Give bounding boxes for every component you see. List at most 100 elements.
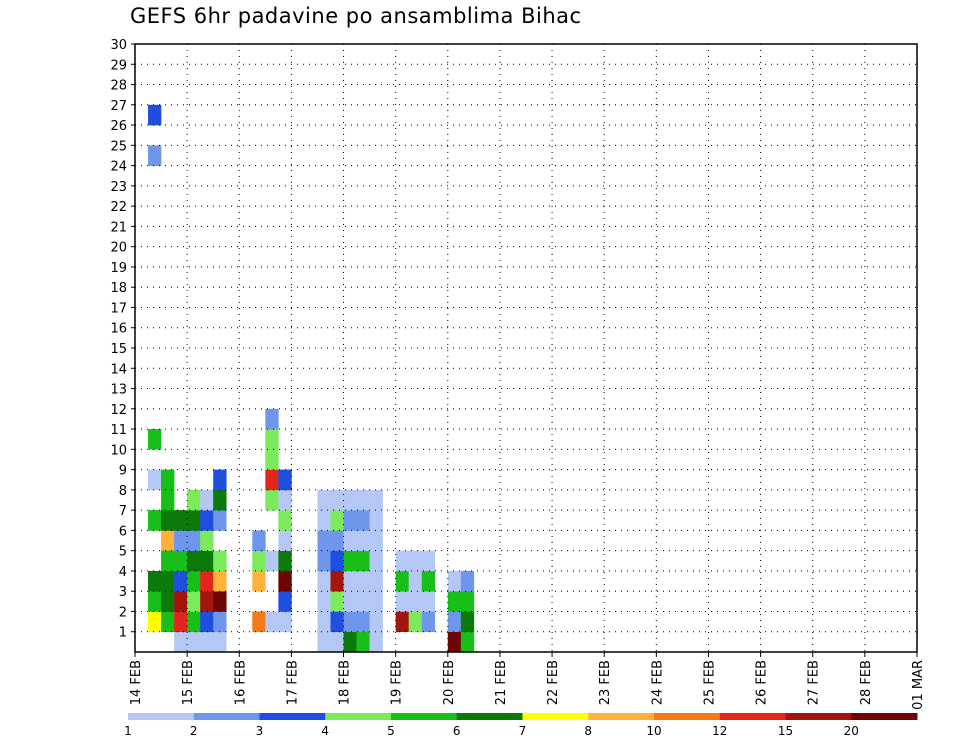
x-tick-label: 23 FEB	[598, 660, 613, 705]
heatmap-cell	[252, 550, 266, 572]
heatmap-cell	[187, 510, 201, 531]
legend-swatch	[851, 713, 918, 720]
heatmap-cell	[174, 631, 188, 653]
color-legend: 1 2 3 4 5 6 7 8 10 12 15 20	[124, 713, 918, 738]
heatmap-cell	[356, 530, 370, 551]
y-tick-label: 15	[110, 342, 127, 357]
heatmap-cell	[161, 611, 175, 633]
heatmap-cell	[330, 611, 344, 633]
heatmap-cell	[265, 429, 279, 450]
heatmap-cell	[343, 591, 357, 612]
heatmap-cell	[369, 530, 383, 551]
heatmap-cell	[265, 408, 279, 430]
heatmap-cell	[343, 510, 357, 531]
legend-label: 8	[584, 724, 592, 738]
heatmap-cell	[408, 570, 423, 592]
heatmap-cell	[252, 611, 266, 633]
heatmap-cell	[343, 611, 357, 633]
legend-swatch	[456, 713, 523, 720]
y-tick-label: 20	[110, 241, 127, 256]
heatmap-cell	[421, 570, 436, 592]
heatmap-cell	[278, 550, 292, 572]
heatmap-cell	[200, 510, 214, 531]
legend-label: 5	[387, 724, 395, 738]
heatmap-cell	[317, 591, 331, 612]
legend-swatch	[259, 713, 326, 720]
heatmap-cell	[174, 550, 188, 572]
heatmap-cell	[317, 510, 331, 531]
heatmap-cell	[330, 510, 344, 531]
heatmap-cell	[421, 611, 436, 633]
x-tick-label: 01 MAR	[911, 660, 926, 710]
y-tick-label: 30	[110, 38, 127, 53]
heatmap-cell	[356, 489, 370, 511]
heatmap-cell	[343, 530, 357, 551]
heatmap-cell	[278, 591, 292, 612]
heatmap-cell	[395, 591, 409, 612]
heatmap-cell	[148, 591, 162, 612]
heatmap-cell	[395, 570, 409, 592]
heatmap-cell	[447, 631, 462, 653]
heatmap-cell	[174, 611, 188, 633]
y-tick-label: 26	[110, 119, 127, 134]
heatmap-cell	[278, 570, 292, 592]
heatmap-cell	[460, 611, 475, 633]
y-tick-label: 21	[110, 220, 127, 235]
x-tick-label: 24 FEB	[650, 660, 665, 705]
heatmap-cell	[317, 570, 331, 592]
heatmap-cell	[187, 489, 201, 511]
heatmap-cell	[148, 611, 162, 633]
legend-label: 4	[321, 724, 329, 738]
heatmap-cell	[200, 489, 214, 511]
heatmap-cell	[161, 591, 175, 612]
heatmap-cell	[265, 489, 279, 511]
x-tick-label: 17 FEB	[285, 660, 300, 705]
heatmap-cell	[460, 591, 475, 612]
heatmap-cell	[356, 631, 370, 653]
heatmap-cell	[200, 591, 214, 612]
y-tick-label: 11	[110, 423, 127, 438]
heatmap-cell	[148, 469, 162, 491]
heatmap-cell	[421, 550, 436, 572]
heatmap-cell	[174, 591, 188, 612]
heatmap-cell	[252, 570, 266, 592]
heatmap-cell	[213, 591, 227, 612]
heatmap-cell	[148, 429, 162, 450]
heatmap-cell	[408, 550, 423, 572]
heatmap-cell	[330, 570, 344, 592]
heatmap-cell	[265, 611, 279, 633]
heatmap-cell	[200, 530, 214, 551]
y-tick-label: 22	[110, 200, 127, 215]
heatmap-cell	[213, 510, 227, 531]
heatmap-cell	[356, 611, 370, 633]
heatmap-cell	[200, 550, 214, 572]
y-tick-label: 8	[119, 484, 127, 499]
legend-swatch	[785, 713, 852, 720]
y-tick-label: 29	[110, 58, 127, 73]
heatmap-cell	[213, 550, 227, 572]
heatmap-cell	[161, 570, 175, 592]
heatmap-cell	[278, 469, 292, 491]
heatmap-cell	[174, 570, 188, 592]
heatmap-cell	[148, 145, 162, 166]
y-tick-label: 5	[119, 545, 127, 560]
heatmap-cell	[330, 591, 344, 612]
x-axis-ticks: 14 FEB 15 FEB 16 FEB 17 FEB 18 FEB 19 FEB 20 F…	[129, 652, 926, 710]
heatmap-cell	[356, 570, 370, 592]
heatmap-cell	[213, 631, 227, 653]
y-axis-ticks: 1234567891011121314151617181920212223242…	[110, 38, 135, 641]
heatmap-cell	[356, 510, 370, 531]
heatmap-cell	[161, 510, 175, 531]
x-tick-label: 27 FEB	[807, 660, 822, 705]
heatmap-cell	[200, 611, 214, 633]
heatmap-cells	[148, 104, 475, 653]
heatmap-cell	[187, 570, 201, 592]
legend-swatch	[128, 713, 195, 720]
heatmap-cell	[200, 631, 214, 653]
legend-label: 10	[646, 724, 661, 738]
heatmap-cell	[187, 631, 201, 653]
heatmap-cell	[252, 530, 266, 551]
legend-swatch	[588, 713, 655, 720]
heatmap-cell	[330, 550, 344, 572]
heatmap-cell	[213, 469, 227, 491]
